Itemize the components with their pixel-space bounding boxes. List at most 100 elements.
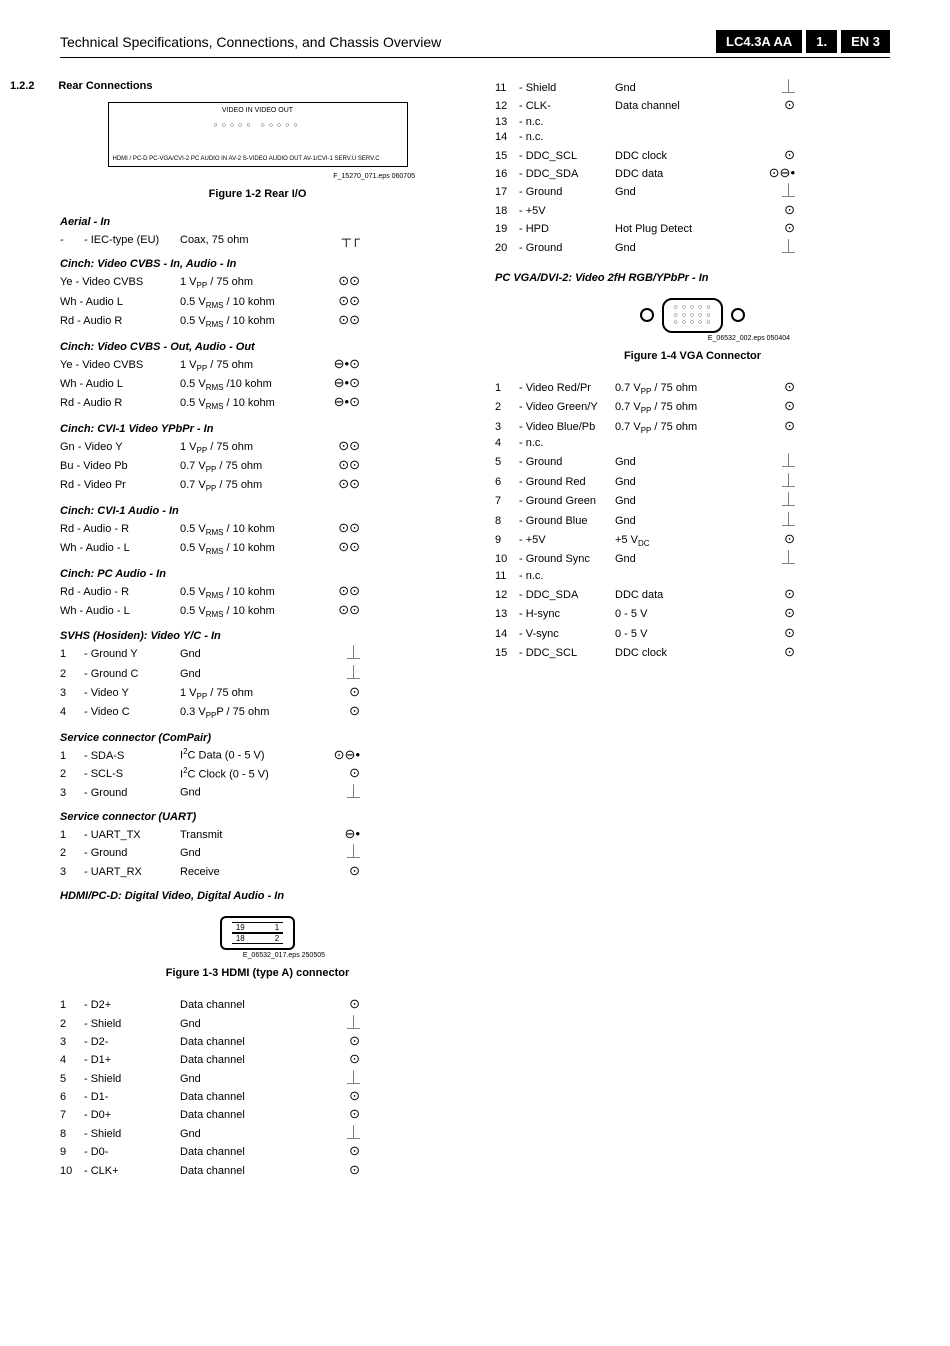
c2: Gnd	[180, 647, 330, 663]
s: - Video Red/Pr	[519, 381, 615, 397]
n: 20	[495, 241, 519, 256]
table-row: 3 - UART_RX Receive ⊙	[60, 862, 455, 880]
table-row: 3 - Ground Gnd ⏊	[60, 783, 455, 801]
s: - UART_TX	[84, 828, 180, 843]
table-row: Rd - Audio R 0.5 VRMS / 10 kohm ⊖•⊙	[60, 393, 455, 412]
c2: 0.7 VPP / 75 ohm	[615, 381, 765, 397]
sym-icon: ⊙	[765, 146, 795, 164]
n: 9	[60, 1145, 84, 1160]
table-row: 10 - Ground Sync Gnd ⏊	[495, 549, 890, 568]
sym-icon: ⊙	[330, 702, 360, 720]
n: 10	[495, 552, 519, 567]
table-row: 3 - D2- Data channel ⊙	[60, 1032, 455, 1050]
group-aerial: Aerial - In - - IEC-type (EU) Coax, 75 o…	[60, 216, 455, 248]
right-column: 11 - Shield Gnd ⏊ 12 - CLK- Data channel…	[495, 78, 890, 1185]
s: - Ground Blue	[519, 514, 615, 530]
vga-diagram: ○ ○ ○ ○ ○ ○ ○ ○ ○ ○ ○ ○ ○ ○ ○	[495, 298, 890, 333]
table-row: 1 - Ground Y Gnd ⏊	[60, 644, 455, 663]
table-row: 12 - DDC_SDA DDC data ⊙	[495, 585, 890, 604]
s: - DDC_SCL	[519, 149, 615, 164]
s: - D2+	[84, 998, 180, 1013]
c2: I2C Data (0 - 5 V)	[180, 746, 330, 764]
table-row: 17 - Ground Gnd ⏊	[495, 182, 890, 200]
table-row: Bu - Video Pb 0.7 VPP / 75 ohm ⊙⊙	[60, 456, 455, 475]
table-row: 13 - n.c.	[495, 115, 890, 130]
s: - DDC_SDA	[519, 167, 615, 182]
header-model: LC4.3A AA	[716, 30, 802, 53]
s: - +5V	[519, 533, 615, 549]
group-cvi1-audio: Cinch: CVI-1 Audio - In Rd - Audio - R 0…	[60, 505, 455, 558]
s: - Shield	[84, 1072, 180, 1087]
sym-icon: ⊙	[330, 1142, 360, 1160]
rows: Rd - Audio - R 0.5 VRMS / 10 kohm ⊙⊙ Wh …	[60, 582, 455, 621]
table-row: 2 - Video Green/Y 0.7 VPP / 75 ohm ⊙	[495, 397, 890, 416]
group-title: PC VGA/DVI-2: Video 2fH RGB/YPbPr - In	[495, 272, 890, 284]
sym-icon: ⊙	[330, 1050, 360, 1068]
n: 18	[495, 204, 519, 219]
s: - n.c.	[519, 115, 615, 130]
n: 8	[60, 1127, 84, 1142]
sym-icon: ⊖•⊙	[330, 374, 360, 392]
s: - DDC_SDA	[519, 588, 615, 604]
s: - Video Green/Y	[519, 400, 615, 416]
table-row: 12 - CLK- Data channel ⊙	[495, 96, 890, 114]
c2: Gnd	[180, 1017, 330, 1032]
sym-icon: ⊙	[765, 585, 795, 603]
group-title: Cinch: Video CVBS - Out, Audio - Out	[60, 341, 455, 353]
s: - D0+	[84, 1108, 180, 1123]
table-row: 5 - Shield Gnd ⏊	[60, 1069, 455, 1087]
rows: 1 - Ground Y Gnd ⏊ 2 - Ground C Gnd ⏊ 3 …	[60, 644, 455, 722]
s: - D2-	[84, 1035, 180, 1050]
table-row: 1 - SDA-S I2C Data (0 - 5 V) ⊙⊖•	[60, 746, 455, 764]
n: 14	[495, 130, 519, 145]
c2: Data channel	[180, 1053, 330, 1068]
c1: Wh - Audio - L	[60, 604, 180, 619]
content-columns: 1.2.2 Rear Connections VIDEO IN VIDEO OU…	[60, 78, 890, 1185]
s: - D1-	[84, 1090, 180, 1105]
s: - SCL-S	[84, 767, 180, 782]
s: - Ground	[519, 185, 615, 200]
sym-icon: ⊙⊖•	[330, 746, 360, 764]
sym-icon: ⊙⊙	[330, 272, 360, 290]
rows: 11 - Shield Gnd ⏊ 12 - CLK- Data channel…	[495, 78, 890, 256]
table-row: Wh - Audio - L 0.5 VRMS / 10 kohm ⊙⊙	[60, 538, 455, 557]
table-row: 4 - Video C 0.3 VPPP / 75 ohm ⊙	[60, 702, 455, 721]
sym-icon: ⊙	[330, 995, 360, 1013]
sym-icon: ⏊	[765, 78, 795, 96]
s: - Ground C	[84, 667, 180, 682]
table-row: Wh - Audio L 0.5 VRMS / 10 kohm ⊙⊙	[60, 292, 455, 311]
sym-icon: ⊖•	[330, 825, 360, 843]
n: 16	[495, 167, 519, 182]
sym-icon: ┬┌	[330, 230, 360, 248]
aerial-rows: - - IEC-type (EU) Coax, 75 ohm ┬┌	[60, 230, 455, 248]
table-row: Rd - Audio - R 0.5 VRMS / 10 kohm ⊙⊙	[60, 519, 455, 538]
c1: Rd - Video Pr	[60, 478, 180, 493]
table-row: 19 - HPD Hot Plug Detect ⊙	[495, 219, 890, 237]
fig1-caption: Figure 1-2 Rear I/O	[60, 188, 455, 200]
table-row: 4 - D1+ Data channel ⊙	[60, 1050, 455, 1068]
n: 9	[495, 533, 519, 548]
n: 1	[60, 749, 84, 764]
sym-icon: ⊙⊙	[330, 601, 360, 619]
sym-icon: ⊙	[765, 219, 795, 237]
n: 4	[60, 1053, 84, 1068]
c2: Gnd	[615, 494, 765, 510]
fig-rear-io: VIDEO IN VIDEO OUT ○○○○○ ○○○○○ HDMI / PC…	[108, 102, 408, 167]
c2: 1 VPP / 75 ohm	[180, 440, 330, 456]
c2: Receive	[180, 865, 330, 880]
c1: Ye - Video CVBS	[60, 358, 180, 373]
c2: Transmit	[180, 828, 330, 843]
table-row: Wh - Audio L 0.5 VRMS /10 kohm ⊖•⊙	[60, 374, 455, 393]
n: 3	[60, 786, 84, 801]
s: - SDA-S	[84, 749, 180, 764]
table-row: 14 - n.c.	[495, 130, 890, 145]
vga-shell: ○ ○ ○ ○ ○ ○ ○ ○ ○ ○ ○ ○ ○ ○ ○	[662, 298, 724, 333]
sym-icon: ⏊	[330, 644, 360, 662]
s: - H-sync	[519, 607, 615, 623]
sym-icon: ⊙⊙	[330, 475, 360, 493]
sym-icon: ⊙	[765, 604, 795, 622]
n: 1	[60, 647, 84, 662]
table-row: 7 - Ground Green Gnd ⏊	[495, 491, 890, 510]
group-title: Cinch: CVI-1 Audio - In	[60, 505, 455, 517]
table-row: 7 - D0+ Data channel ⊙	[60, 1105, 455, 1123]
